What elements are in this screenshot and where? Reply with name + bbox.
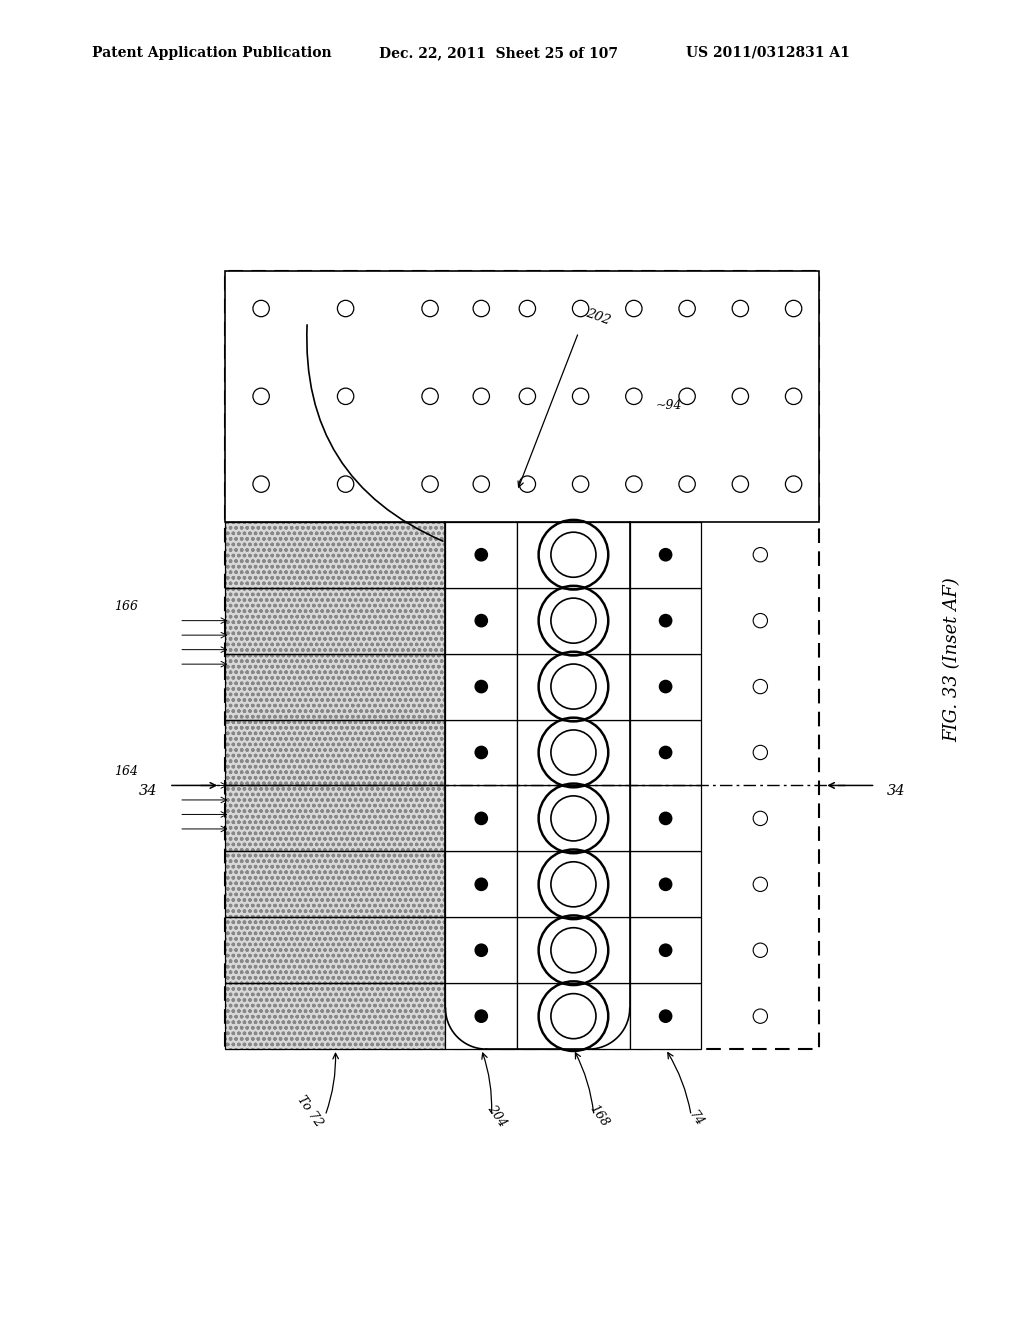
Circle shape — [475, 812, 487, 825]
Bar — [225, 719, 445, 785]
Circle shape — [659, 615, 672, 627]
Circle shape — [475, 878, 487, 891]
Bar — [517, 917, 630, 983]
Bar — [225, 521, 445, 587]
Bar — [630, 719, 701, 785]
Bar — [225, 983, 445, 1049]
Bar — [445, 719, 517, 785]
Bar — [445, 521, 517, 587]
Bar — [445, 653, 517, 719]
Circle shape — [659, 746, 672, 759]
Bar — [225, 785, 445, 851]
Bar — [225, 653, 445, 719]
Bar — [517, 851, 630, 917]
Text: 166: 166 — [115, 601, 138, 614]
Text: US 2011/0312831 A1: US 2011/0312831 A1 — [686, 46, 850, 59]
Bar — [225, 653, 445, 719]
Text: 164: 164 — [115, 766, 138, 779]
Bar — [225, 271, 819, 521]
Circle shape — [659, 944, 672, 957]
Circle shape — [659, 878, 672, 891]
Bar — [445, 851, 517, 917]
Text: FIG. 33 (Inset AF): FIG. 33 (Inset AF) — [943, 578, 962, 742]
Bar — [225, 851, 445, 917]
Text: 34: 34 — [139, 784, 158, 797]
Bar — [225, 587, 445, 653]
Text: 202: 202 — [584, 306, 611, 327]
Bar — [225, 521, 445, 587]
Bar — [517, 653, 630, 719]
Bar — [517, 719, 630, 785]
Circle shape — [659, 1010, 672, 1022]
Text: 34: 34 — [887, 784, 905, 797]
Bar — [225, 917, 445, 983]
Bar — [630, 521, 701, 587]
Bar — [630, 653, 701, 719]
Bar — [225, 271, 819, 1049]
Text: 168: 168 — [587, 1102, 611, 1129]
Bar — [445, 785, 517, 851]
Circle shape — [659, 680, 672, 693]
Bar — [630, 587, 701, 653]
Bar — [225, 983, 445, 1049]
Circle shape — [475, 615, 487, 627]
Bar — [517, 587, 630, 653]
Circle shape — [475, 746, 487, 759]
Bar — [225, 587, 445, 653]
FancyArrowPatch shape — [307, 325, 443, 541]
Bar — [517, 521, 630, 587]
Circle shape — [475, 680, 487, 693]
Bar — [225, 719, 445, 785]
Bar — [630, 917, 701, 983]
Text: To 72: To 72 — [295, 1093, 325, 1129]
Bar — [225, 851, 445, 917]
Bar — [630, 983, 701, 1049]
Bar — [445, 917, 517, 983]
Text: ~94: ~94 — [655, 399, 682, 412]
Bar — [630, 785, 701, 851]
Circle shape — [475, 1010, 487, 1022]
Text: Patent Application Publication: Patent Application Publication — [92, 46, 332, 59]
Circle shape — [659, 549, 672, 561]
Text: Dec. 22, 2011  Sheet 25 of 107: Dec. 22, 2011 Sheet 25 of 107 — [379, 46, 617, 59]
Circle shape — [475, 549, 487, 561]
Bar — [445, 983, 517, 1049]
Text: 204: 204 — [484, 1102, 509, 1129]
Text: 74: 74 — [686, 1109, 707, 1129]
Bar — [630, 851, 701, 917]
Bar — [445, 587, 517, 653]
Bar — [517, 983, 630, 1049]
Bar — [225, 917, 445, 983]
Bar — [225, 785, 445, 851]
Bar — [517, 785, 630, 851]
Circle shape — [475, 944, 487, 957]
Circle shape — [659, 812, 672, 825]
